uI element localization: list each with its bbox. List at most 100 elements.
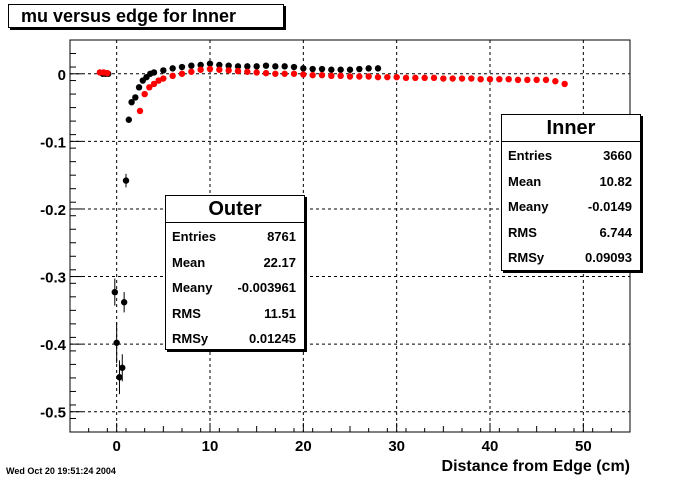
stats-row: RMSy 0.01245 [166,325,304,351]
data-point-inner [150,80,158,88]
stats-value: 0.09093 [585,250,632,266]
data-point-outer [122,177,130,184]
stats-key: RMS [508,224,537,240]
data-point-inner [146,84,153,91]
stats-value: 22.17 [263,254,296,270]
data-point-inner [197,66,204,73]
data-point-outer [309,65,316,73]
stats-row: Meany -0.0149 [502,193,640,219]
data-point-inner [318,71,326,79]
data-point-inner [384,73,391,81]
data-point-outer [328,66,335,73]
stats-value: -0.003961 [237,280,296,296]
data-point-outer [244,63,251,70]
data-point-outer [253,63,260,70]
stats-value: -0.0149 [587,199,632,215]
x-tick-label: 40 [482,438,499,455]
data-point-outer [300,65,307,72]
stats-row: RMS 11.51 [166,300,304,326]
data-point-inner [141,90,148,98]
data-point-outer [132,94,139,101]
footer-date: Wed Oct 20 19:51:24 2004 [6,466,116,476]
stats-key: Entries [172,229,217,244]
data-point-inner [225,67,232,74]
stats-key: Meany [508,199,549,215]
chart-title-box: mu versus edge for Inner [8,4,284,28]
x-tick-label: 10 [202,438,219,455]
data-point-outer [116,374,123,381]
data-point-inner [449,75,456,82]
stats-key: RMSy [508,250,545,266]
data-point-outer [169,65,176,72]
data-point-inner [244,68,251,75]
data-point-inner [393,73,400,81]
axis-ticks: 0 10 20 30 40 50 0 -0.1 -0.2 -0.3 -0.4 -0.5 [40,39,631,455]
data-point-inner [505,76,512,83]
data-series [96,60,568,395]
data-point-outer [346,66,354,73]
stats-header-inner: Inner [502,115,640,142]
data-point-outer [128,98,135,106]
data-point-inner [309,71,316,79]
data-point-inner [272,70,279,77]
data-point-outer [160,67,167,74]
stats-box-inner: Inner Entries 3660 Mean 10.82 Meany -0.0149… [501,114,641,271]
stats-key: Meany [172,280,213,296]
data-point-inner [542,76,550,84]
y-tick-label: -0.2 [40,202,66,219]
x-tick-label: 0 [112,438,120,455]
data-point-inner [234,67,242,75]
data-point-inner [178,70,186,77]
data-point-inner [412,74,419,82]
data-point-outer [365,65,372,72]
x-tick-label: 30 [388,438,405,455]
data-point-inner [468,75,475,82]
data-point-outer [111,288,119,296]
data-point-inner [281,70,288,77]
stats-value: 8761 [267,229,296,244]
data-point-outer [120,299,128,306]
stats-key: RMSy [172,331,209,347]
data-point-inner [524,76,531,84]
y-tick-label: -0.1 [40,134,66,151]
data-point-outer [356,65,363,73]
stats-box-outer: Outer Entries 8761 Mean 22.17 Meany -0.0039… [165,195,305,350]
stats-key: Entries [508,148,553,163]
stats-key: RMS [172,305,201,321]
data-point-inner [430,74,438,82]
stats-row: RMSy 0.09093 [502,244,640,270]
y-tick-label: 0 [58,67,66,84]
stats-value: 10.82 [599,173,632,189]
data-point-inner [253,69,260,76]
data-point-inner [486,76,494,83]
data-point-outer [135,84,143,91]
data-point-inner [328,72,335,80]
data-point-inner [477,76,484,83]
stats-row: Entries 3660 [502,142,640,168]
data-point-inner [552,78,559,85]
data-point-outer [290,63,298,71]
data-point-inner [206,65,214,73]
stats-value: 6.744 [599,224,632,240]
data-point-outer [113,339,120,346]
data-point-outer [234,63,242,70]
data-point-outer [262,62,270,69]
stats-row: RMS 6.744 [502,219,640,245]
stats-header-outer: Outer [166,196,304,223]
stats-row: Entries 8761 [166,223,304,249]
data-point-inner [300,71,307,78]
data-point-outer [225,62,232,69]
x-tick-label: 50 [575,438,592,455]
data-point-outer [374,65,382,72]
data-point-outer [125,116,132,123]
data-point-outer [197,61,204,69]
data-point-outer [188,62,195,69]
data-point-inner [290,70,298,77]
data-point-outer [206,60,214,67]
x-axis-label: Distance from Edge (cm) [441,458,630,475]
data-point-outer [119,364,126,371]
data-point-inner [169,72,176,80]
stats-value: 0.01245 [249,331,296,347]
data-point-inner [136,107,144,115]
data-point-inner [160,75,167,82]
